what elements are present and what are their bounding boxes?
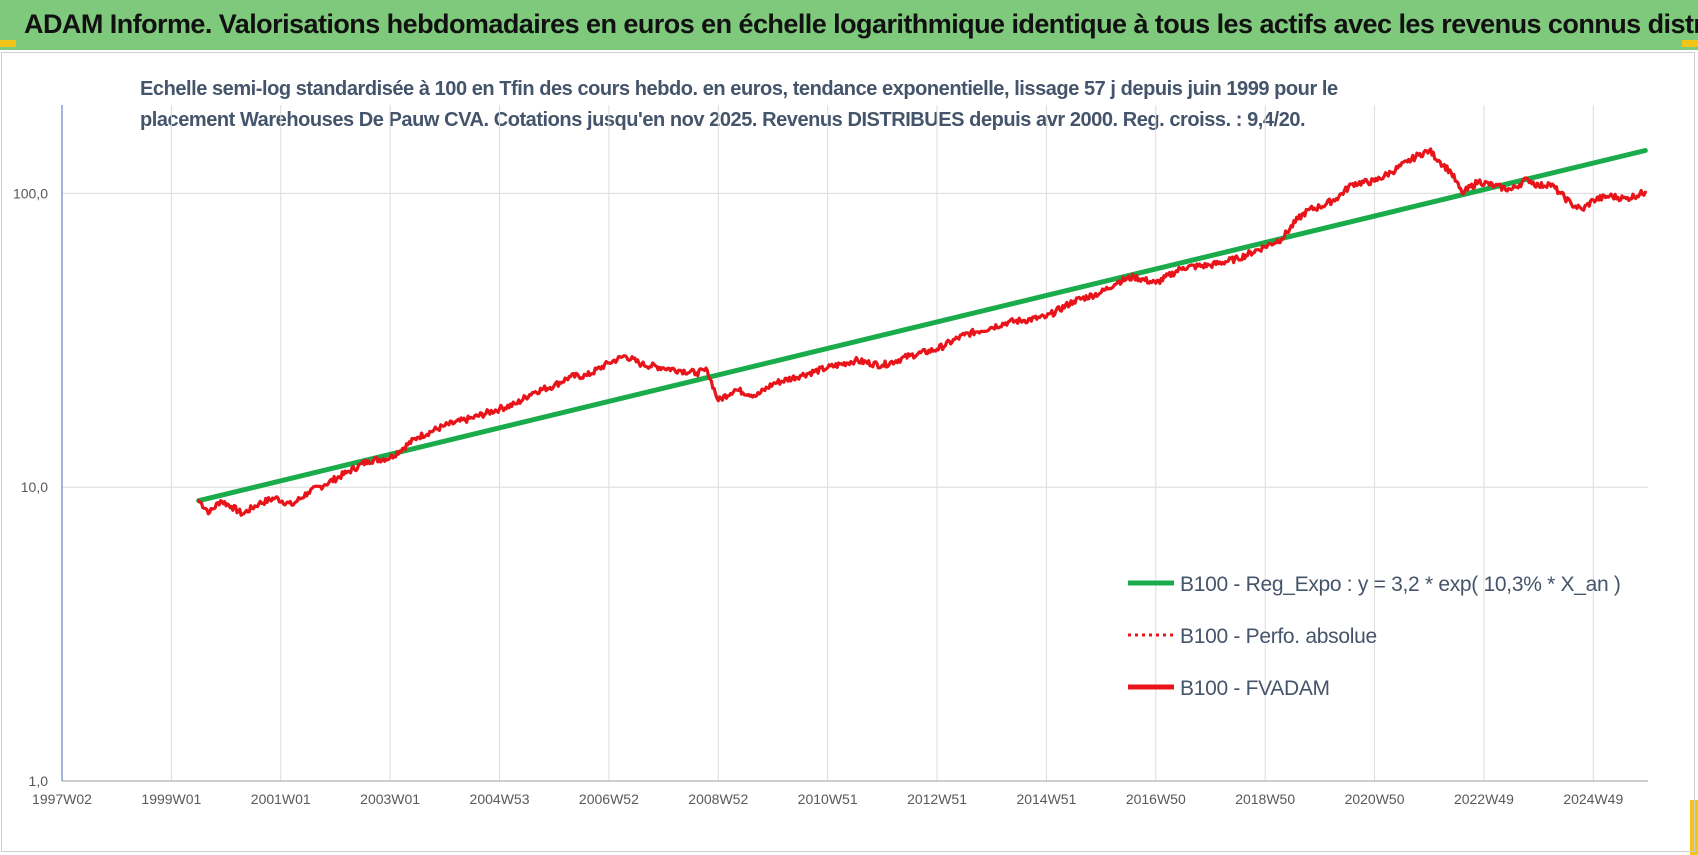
- chart-frame: [1, 52, 1695, 852]
- title-banner: ADAM Informe. Valorisations hebdomadaire…: [0, 0, 1698, 50]
- x-tick-label: 2003W01: [360, 791, 420, 807]
- series: [196, 147, 1648, 517]
- x-tick-label: 2006W52: [579, 791, 639, 807]
- page-title: ADAM Informe. Valorisations hebdomadaire…: [24, 9, 1698, 39]
- chart-title-line-2: placement Warehouses De Pauw CVA. Cotati…: [140, 109, 1306, 131]
- chart-title: Echelle semi-log standardisée à 100 en T…: [140, 74, 1338, 136]
- y-tick-label: 100,0: [13, 185, 48, 201]
- x-tick-label: 2014W51: [1016, 791, 1076, 807]
- x-tick-label: 2022W49: [1454, 791, 1514, 807]
- series-line-reg-expo: [196, 148, 1648, 504]
- x-tick-label: 2018W50: [1235, 791, 1295, 807]
- legend-label: B100 - Reg_Expo : y = 3,2 * exp( 10,3% *…: [1180, 573, 1621, 596]
- x-tick-label: 1999W01: [141, 791, 201, 807]
- chart-title-line-1: Echelle semi-log standardisée à 100 en T…: [140, 78, 1338, 100]
- corner-marker-top-right: [1682, 40, 1698, 47]
- legend: B100 - Reg_Expo : y = 3,2 * exp( 10,3% *…: [1128, 573, 1621, 700]
- x-tick-label: 2012W51: [907, 791, 967, 807]
- x-tick-label: 2020W50: [1345, 791, 1405, 807]
- legend-label: B100 - Perfo. absolue: [1180, 625, 1377, 648]
- x-tick-label: 2010W51: [798, 791, 858, 807]
- axes: 1997W02 1999W01 2001W01 2003W01 2004W53 2006W…: [13, 105, 1648, 807]
- x-tick-label: 1997W02: [32, 791, 92, 807]
- x-tick-label: 2004W53: [470, 791, 530, 807]
- y-tick-label: 1,0: [29, 773, 49, 789]
- x-tick-label: 2024W49: [1563, 791, 1623, 807]
- x-tick-label: 2016W50: [1126, 791, 1186, 807]
- x-tick-label: 2001W01: [251, 791, 311, 807]
- x-tick-label: 2008W52: [688, 791, 748, 807]
- y-tick-label: 10,0: [21, 479, 48, 495]
- corner-marker-top-left: [0, 40, 16, 47]
- series-line-fvadam: [197, 147, 1647, 517]
- legend-label: B100 - FVADAM: [1180, 677, 1330, 700]
